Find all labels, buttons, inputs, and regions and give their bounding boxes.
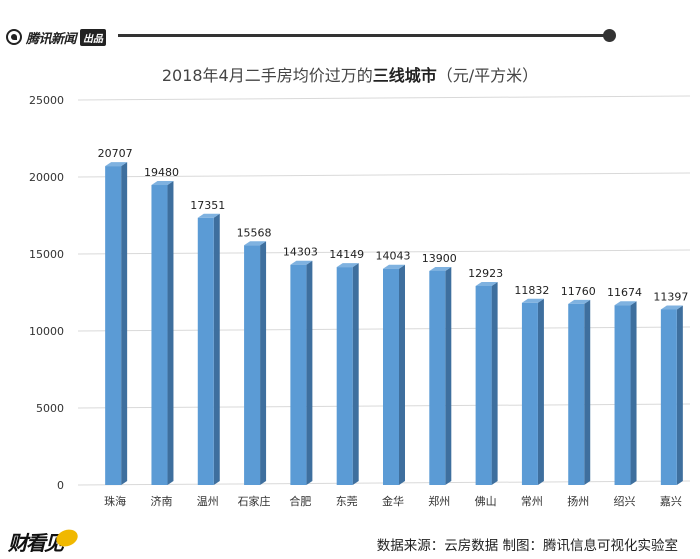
data-label: 14149 — [329, 248, 364, 261]
brand: 腾讯新闻 出品 — [6, 26, 107, 48]
bar-side — [584, 299, 591, 485]
chart-title: 2018年4月二手房均价过万的三线城市（元/平方米） — [0, 62, 700, 86]
data-label: 14303 — [283, 246, 318, 259]
x-tick-label: 珠海 — [104, 494, 126, 508]
brand-name: 腾讯新闻 — [26, 31, 77, 47]
y-tick-label: 25000 — [29, 94, 64, 107]
chart-title-suffix: （元/平方米） — [436, 66, 539, 85]
chart-title-highlight: 三线城市 — [372, 66, 437, 85]
data-label: 11760 — [561, 285, 596, 298]
bar-side — [445, 266, 452, 485]
data-label: 11832 — [514, 284, 549, 297]
gridline — [77, 95, 691, 101]
x-tick-label: 常州 — [521, 495, 543, 508]
bar — [614, 305, 631, 485]
header-divider — [118, 34, 606, 37]
bar-top — [197, 213, 220, 218]
bar-side — [676, 305, 683, 485]
y-tick-label: 15000 — [29, 248, 64, 261]
header-bar: 腾讯新闻 出品 — [0, 22, 700, 50]
y-tick-label: 20000 — [29, 171, 64, 184]
bar-top — [568, 299, 591, 304]
gridline — [77, 249, 691, 255]
bar-top — [105, 162, 128, 167]
bar — [429, 270, 446, 485]
footer-logo: 财看见 — [8, 526, 81, 555]
bar-side — [121, 162, 128, 486]
brand-tag: 出品 — [80, 28, 107, 46]
data-source: 数据来源：云房数据 制图：腾讯信息可视化实验室 — [376, 538, 678, 554]
bar-top — [290, 260, 313, 265]
bar-side — [630, 301, 637, 485]
bar — [521, 302, 538, 485]
bar — [475, 285, 492, 485]
tencent-news-logo-icon — [6, 29, 22, 45]
bar — [197, 217, 214, 485]
bar — [151, 185, 168, 485]
x-tick-label: 佛山 — [475, 495, 497, 508]
bar-top — [244, 241, 267, 246]
bar — [383, 268, 399, 485]
bar-top — [475, 281, 498, 286]
bar-top — [429, 266, 452, 271]
bar — [336, 267, 353, 485]
y-tick-label: 5000 — [36, 402, 64, 415]
bar — [290, 264, 307, 485]
data-label: 15568 — [237, 226, 272, 239]
bar-side — [306, 260, 313, 485]
x-tick-label: 济南 — [150, 494, 172, 508]
chart-title-prefix: 2018年4月二手房均价过万的 — [161, 66, 373, 85]
bar-side — [491, 281, 498, 485]
bar-top — [151, 181, 174, 186]
bar-top — [521, 298, 544, 303]
bar-side — [260, 241, 267, 485]
x-tick-label: 嘉兴 — [660, 494, 682, 508]
bar — [244, 245, 261, 485]
bar-side — [537, 298, 544, 485]
x-tick-label: 温州 — [197, 495, 219, 508]
x-tick-label: 东莞 — [336, 495, 358, 508]
data-label: 11397 — [653, 290, 688, 303]
footer-logo-text: 财看见 — [8, 530, 64, 555]
header-dot — [603, 29, 616, 42]
bar-side — [213, 213, 220, 485]
bar-side — [399, 264, 405, 485]
data-label: 14043 — [376, 250, 411, 263]
bar-side — [167, 181, 174, 485]
x-tick-label: 金华 — [382, 494, 404, 508]
bar-side — [352, 263, 359, 485]
data-label: 12923 — [468, 267, 503, 280]
x-tick-label: 石家庄 — [238, 494, 271, 508]
x-tick-label: 郑州 — [428, 494, 450, 508]
gridline — [77, 172, 691, 178]
x-tick-label: 绍兴 — [614, 494, 636, 508]
y-tick-label: 10000 — [29, 325, 64, 338]
data-label: 13900 — [422, 252, 457, 265]
bar — [660, 309, 677, 485]
bar-top — [336, 263, 359, 268]
data-label: 19480 — [144, 166, 179, 179]
data-label: 17351 — [190, 199, 225, 212]
x-tick-label: 合肥 — [289, 494, 311, 508]
bar — [105, 166, 122, 486]
bar-top — [660, 305, 683, 310]
data-label: 11674 — [607, 286, 642, 299]
data-label: 20707 — [98, 147, 133, 160]
bar-top — [614, 301, 637, 306]
bar-top — [383, 264, 405, 269]
x-tick-label: 扬州 — [567, 494, 589, 508]
y-tick-label: 0 — [57, 479, 64, 492]
bar — [568, 303, 585, 485]
